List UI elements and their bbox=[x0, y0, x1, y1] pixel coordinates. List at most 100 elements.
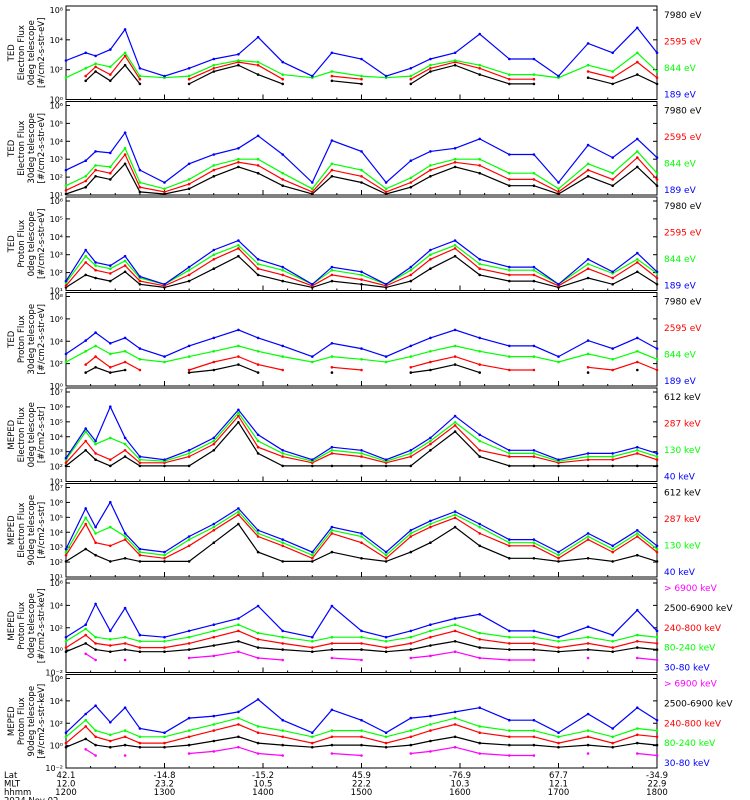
legend-entry: 7980 eV bbox=[664, 298, 702, 308]
legend-entry: 40 keV bbox=[664, 568, 696, 578]
y-tick-label: 10⁶ bbox=[50, 498, 63, 507]
series-line-black bbox=[65, 255, 658, 289]
series-line-green bbox=[65, 510, 658, 556]
legend-entry: 612 keV bbox=[664, 489, 701, 499]
series-line-magenta bbox=[410, 746, 534, 757]
y-axis-label: TED bbox=[7, 330, 17, 349]
y-tick-label: 10³ bbox=[50, 155, 63, 164]
series-line-blue bbox=[65, 26, 658, 77]
y-axis-label: Electron Flux bbox=[17, 25, 27, 80]
legend-entry: 80-240 keV bbox=[664, 739, 716, 749]
y-tick-label: 10⁷ bbox=[50, 484, 63, 493]
y-axis-label: [#/cm2-s-str-keV] bbox=[37, 588, 47, 663]
series-line-blue bbox=[65, 405, 658, 461]
y-tick-label: 10⁵ bbox=[50, 513, 63, 522]
panel-meped-p-0: 10⁶ 10⁴ 10² 10⁰ 10⁻² MEPED Proton Flux 0deg tel… bbox=[7, 578, 733, 678]
series-line-red bbox=[587, 61, 658, 79]
y-tick-label: 10² bbox=[50, 360, 63, 369]
series-line-black bbox=[65, 421, 657, 467]
legend-entry: 189 eV bbox=[664, 377, 697, 387]
y-axis-label: TED bbox=[7, 235, 17, 254]
series-line-black bbox=[65, 162, 658, 195]
series-line-blue bbox=[65, 131, 658, 184]
legend-entry: 844 eV bbox=[664, 64, 697, 74]
y-tick-label: 10⁴ bbox=[50, 137, 63, 146]
legend-entry: 30-80 keV bbox=[664, 664, 710, 674]
series-line-red bbox=[85, 54, 141, 80]
y-tick-label: 10⁶ bbox=[50, 102, 63, 111]
y-tick-label: 10¹ bbox=[50, 573, 63, 582]
y-axis-label: [#/cm2-s-str-keV] bbox=[37, 684, 47, 759]
legend-entry: 844 eV bbox=[664, 160, 697, 170]
y-tick-label: 10⁴ bbox=[50, 433, 63, 442]
series-line-magenta bbox=[189, 746, 283, 757]
x-tick-label-hhmm: 1700 bbox=[548, 788, 570, 798]
panel-ted-p-0: 10⁶ 10⁵ 10⁴ 10³ 10² 10¹ TED Proton Flux 0deg tel… bbox=[7, 196, 702, 296]
y-tick-label: 10³ bbox=[50, 251, 63, 260]
legend-entry: 7980 eV bbox=[664, 107, 702, 117]
x-tick-label-mlt: 10.3 bbox=[451, 780, 470, 790]
data-point bbox=[330, 371, 334, 374]
legend-entry: 2595 eV bbox=[664, 324, 702, 334]
series-line-magenta bbox=[85, 748, 96, 757]
x-row-label: Lat bbox=[4, 771, 18, 781]
y-axis-label: MEPED bbox=[7, 610, 17, 640]
y-tick-label: 10⁻² bbox=[45, 669, 63, 678]
series-line-red bbox=[410, 355, 534, 371]
plot-frame bbox=[65, 387, 658, 482]
legend-entry: 2595 eV bbox=[664, 38, 702, 48]
legend-entry: > 6900 keV bbox=[664, 584, 718, 594]
series-line-black bbox=[587, 73, 658, 85]
y-axis-label: TED bbox=[7, 44, 17, 63]
y-tick-label: 10⁵ bbox=[50, 418, 63, 427]
y-tick-label: 10⁷ bbox=[50, 388, 63, 397]
y-axis-label: Proton Flux bbox=[17, 602, 27, 650]
legend-entry: 287 keV bbox=[664, 420, 701, 430]
x-tick-label-hhmm: 1600 bbox=[449, 788, 471, 798]
y-tick-label: 10⁴ bbox=[50, 233, 63, 242]
series-line-magenta bbox=[331, 657, 362, 661]
x-tick-label-lat: -15.2 bbox=[252, 771, 274, 781]
panel-meped-p-90: 10⁶ 10⁴ 10² 10⁰ 10⁻² MEPED Proton Flux 90deg te… bbox=[7, 674, 733, 773]
x-tick-label-mlt: 22.9 bbox=[648, 780, 667, 790]
y-tick-label: 10² bbox=[50, 269, 63, 278]
x-tick-label-lat: 45.9 bbox=[352, 771, 371, 781]
y-tick-label: 10⁰ bbox=[50, 742, 63, 751]
y-axis-label: Proton Flux bbox=[17, 697, 27, 745]
data-point bbox=[123, 658, 127, 662]
x-tick-label-lat: -34.9 bbox=[646, 771, 668, 781]
legend-entry: 612 keV bbox=[664, 393, 701, 403]
series-line-black bbox=[410, 64, 534, 85]
data-point bbox=[123, 754, 127, 757]
y-axis-label: 0deg telescope bbox=[27, 402, 37, 467]
y-tick-label: 10⁰ bbox=[50, 382, 63, 391]
date-label: 2024 Nov 02 bbox=[4, 797, 58, 800]
legend-entry: 130 keV bbox=[664, 542, 701, 552]
legend-entry: 2595 eV bbox=[664, 229, 702, 239]
series-line-black bbox=[65, 640, 658, 653]
series-line-magenta bbox=[189, 651, 283, 661]
series-line-red bbox=[65, 513, 658, 560]
series-line-green bbox=[65, 717, 658, 738]
y-tick-label: 10⁴ bbox=[50, 697, 63, 706]
legend-entry: 2500-6900 keV bbox=[664, 699, 733, 709]
legend-entry: 844 eV bbox=[664, 351, 697, 361]
legend-entry: 30-80 keV bbox=[664, 759, 710, 769]
series-line-red bbox=[331, 366, 362, 371]
y-tick-label: 10² bbox=[50, 66, 63, 75]
legend-entry: 844 eV bbox=[664, 255, 697, 265]
legend-entry: 189 eV bbox=[664, 282, 697, 292]
series-line-magenta bbox=[637, 752, 658, 757]
data-point bbox=[636, 368, 639, 372]
plot-frame bbox=[65, 5, 658, 100]
y-tick-label: 10¹ bbox=[50, 478, 63, 487]
x-tick-label-hhmm: 1300 bbox=[154, 788, 176, 798]
series-line-green bbox=[65, 147, 658, 190]
y-tick-label: 10² bbox=[50, 173, 63, 182]
series-line-black bbox=[65, 523, 658, 563]
plot-frame bbox=[65, 578, 658, 673]
series-line-black bbox=[410, 363, 480, 374]
series-line-black bbox=[85, 366, 126, 374]
legend-entry: 240-800 keV bbox=[664, 719, 722, 729]
